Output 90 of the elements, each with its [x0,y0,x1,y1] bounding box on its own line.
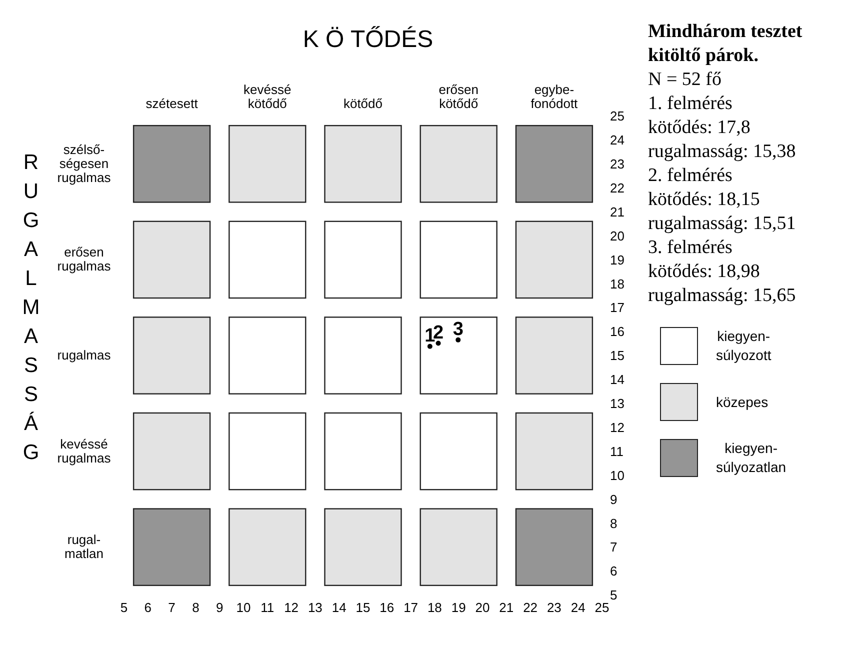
text: kiegyen-súlyozatlan [716,439,786,477]
text: egybe-fonódott [530,82,578,111]
bar [420,316,498,394]
text: kötődés: 18,98 [648,260,761,284]
y-tick-label: 6 [610,564,618,579]
bar [420,220,498,299]
text: RUGALMASSÁG [22,151,40,464]
x-tick-label: 13 [308,600,322,616]
text: közepes [716,392,768,412]
text: kiegyen-súlyozott [716,327,772,365]
x-tick-label: 6 [144,600,152,616]
series-label: 3 [452,318,464,340]
bar [420,124,498,203]
x-tick-label: 18 [427,600,442,616]
x-tick-label: 5 [120,600,128,616]
bar [228,508,306,586]
y-tick-label: 14 [610,372,624,388]
y-tick-label: 13 [610,396,624,412]
text: N = 52 fő [648,68,723,92]
series-label: erősen rugalmas [57,244,112,274]
y-tick-label: 21 [610,204,624,220]
x-tick-label: 17 [404,600,418,616]
x-tick-label: 23 [546,600,562,616]
x-tick-label: 24 [570,600,586,616]
y-tick-label: 12 [610,420,624,435]
y-tick-label: 11 [610,444,624,459]
point [436,340,441,346]
y-tick-label: 20 [610,228,624,244]
bar [228,316,306,394]
y-tick-label: 22 [610,180,624,196]
text: kötődő [343,96,383,111]
text: rugalmasság: 15,38 [648,140,797,164]
y-tick-label: 7 [610,540,618,555]
bar [228,412,306,490]
x-tick-label: 16 [380,600,394,616]
x-tick-label: 9 [216,600,224,616]
bar [420,412,498,490]
y-tick-label: 8 [610,516,618,531]
y-tick-label: 5 [610,588,618,603]
series-label: rugalmas [57,348,112,362]
series-label: szélső-ségesen rugalmas [57,142,112,185]
bar [515,508,594,586]
chart-title: K Ö TŐDÉS [302,26,434,54]
y-tick-label: 16 [610,324,624,340]
bar [324,508,402,586]
x-tick-label: 11 [260,600,274,616]
text: rugalmasság: 15,51 [648,212,797,236]
y-tick-label: 25 [610,108,624,124]
x-tick-label: 22 [523,600,538,616]
point [427,344,432,349]
bar [324,412,402,490]
y-tick-label: 9 [610,492,618,507]
text: szétesett [146,96,198,111]
x-tick-label: 12 [284,600,299,616]
x-tick-label: 21 [499,600,514,616]
x-tick-label: 20 [475,600,490,616]
y-tick-label: 15 [610,348,624,364]
text: 3. felmérés [648,236,734,260]
text: rugal-matlan [64,532,104,562]
text: kevéssé kötődő [244,82,292,111]
text: Mindhárom tesztet kitöltő párok. [648,20,804,68]
y-tick-label: 18 [610,276,624,292]
text: kötődés: 18,15 [648,188,761,212]
x-tick-label: 7 [168,600,176,616]
text: erősen kötődő [438,82,478,111]
text: 2. felmérés [648,164,734,188]
y-tick-label: 24 [610,132,624,148]
bar [324,220,402,299]
text: kötődés: 17,8 [648,116,752,140]
bar [228,124,306,203]
bar [132,124,211,203]
x-tick-label: 19 [451,600,466,616]
y-tick-label: 23 [610,156,624,172]
bar [515,124,594,203]
bar [324,316,402,394]
bar [228,220,306,299]
x-tick-label: 10 [236,600,251,616]
bar [324,124,402,203]
text: 1. felmérés [648,92,734,116]
y-tick-label: 10 [610,468,624,483]
y-tick-label: 19 [610,252,624,268]
x-tick-label: 15 [356,600,370,616]
point [456,337,461,342]
bar [132,508,211,586]
series-label: kevéssé rugalmas [57,436,112,466]
y-tick-label: 17 [610,300,624,316]
x-tick-label: 8 [192,600,200,616]
bar [420,508,498,586]
x-tick-label: 14 [332,600,346,616]
text: rugalmasság: 15,65 [648,284,797,308]
